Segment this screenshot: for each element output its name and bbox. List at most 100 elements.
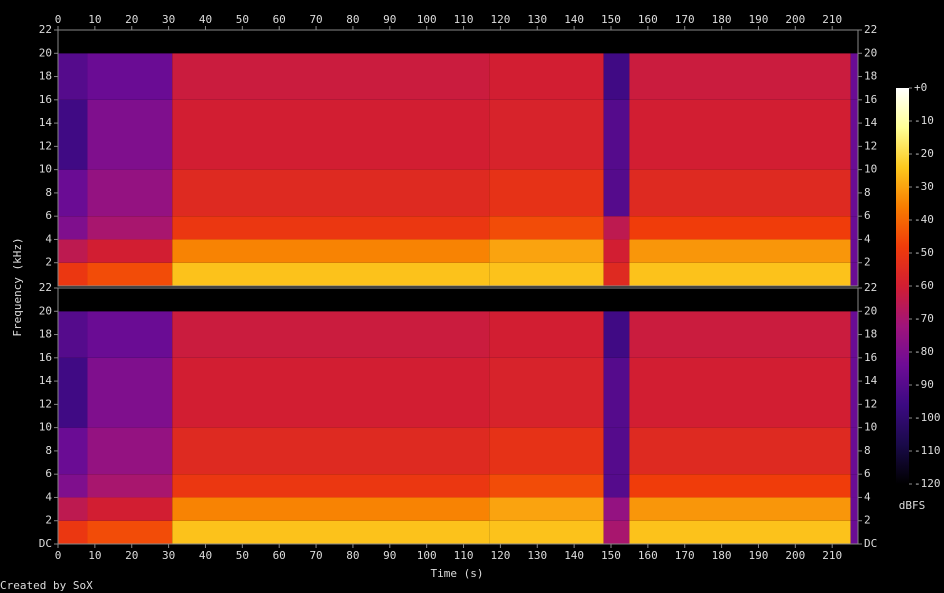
heatmap-cell — [489, 216, 604, 240]
x-axis-label: Time (s) — [431, 567, 484, 580]
y-tick-label: 18 — [864, 70, 877, 83]
heatmap-cell — [172, 357, 490, 428]
heatmap-cell — [58, 357, 88, 428]
x-tick-label: 160 — [638, 549, 658, 562]
heatmap-cell — [87, 30, 173, 54]
x-tick-label: 150 — [601, 549, 621, 562]
x-tick-label: 0 — [55, 549, 62, 562]
x-tick-label: 110 — [454, 549, 474, 562]
y-tick-label: 4 — [45, 490, 52, 503]
heatmap-cell — [172, 239, 490, 263]
heatmap-cell — [629, 497, 851, 521]
heatmap-cell — [172, 288, 490, 312]
heatmap-cell — [87, 53, 173, 100]
heatmap-cell — [172, 497, 490, 521]
y-tick-label: 4 — [864, 490, 871, 503]
heatmap-cell — [850, 474, 858, 498]
heatmap-cell — [850, 53, 858, 100]
heatmap-cell — [58, 262, 88, 286]
colorbar-tick-label: -70 — [914, 312, 934, 325]
x-tick-label: 130 — [527, 13, 547, 26]
heatmap-cell — [489, 169, 604, 217]
heatmap-cell — [87, 99, 173, 170]
y-tick-label: 10 — [39, 421, 52, 434]
y-tick-label: 10 — [864, 421, 877, 434]
y-tick-label: 14 — [39, 116, 53, 129]
heatmap-cell — [850, 216, 858, 240]
y-tick-label: 8 — [45, 186, 52, 199]
heatmap-cell — [172, 53, 490, 100]
x-tick-label: 140 — [564, 13, 584, 26]
colorbar-tick-label: -120 — [914, 477, 941, 490]
heatmap-cell — [603, 30, 630, 54]
x-tick-label: 130 — [527, 549, 547, 562]
heatmap-cell — [850, 357, 858, 428]
heatmap-cell — [489, 357, 604, 428]
heatmap-cell — [489, 99, 604, 170]
colorbar-tick-label: -80 — [914, 345, 934, 358]
colorbar-label: dBFS — [899, 499, 926, 512]
x-tick-label: 40 — [199, 549, 212, 562]
y-tick-label: 16 — [39, 93, 52, 106]
heatmap-cell — [603, 474, 630, 498]
y-tick-label: 6 — [864, 467, 871, 480]
colorbar-tick-label: -100 — [914, 411, 941, 424]
heatmap-cell — [172, 216, 490, 240]
y-tick-label: 20 — [864, 304, 877, 317]
x-tick-label: 0 — [55, 13, 62, 26]
heatmap-cell — [172, 311, 490, 358]
heatmap-cell — [629, 239, 851, 263]
y-tick-label: 14 — [864, 374, 878, 387]
heatmap-cell — [603, 99, 630, 170]
y-tick-label: 20 — [39, 46, 52, 59]
heatmap-cell — [87, 427, 173, 475]
x-tick-label: 140 — [564, 549, 584, 562]
x-tick-label: 50 — [236, 549, 249, 562]
y-tick-label: 6 — [45, 467, 52, 480]
y-tick-label: 22 — [39, 23, 52, 36]
heatmap-cell — [850, 99, 858, 170]
heatmap-cell — [629, 288, 851, 312]
x-tick-label: 90 — [383, 13, 396, 26]
heatmap-cell — [603, 53, 630, 100]
y-axis-label: Frequency (kHz) — [11, 237, 24, 336]
x-tick-label: 190 — [749, 549, 769, 562]
heatmap-cell — [58, 216, 88, 240]
y-tick-label: 4 — [864, 232, 871, 245]
heatmap-cell — [58, 474, 88, 498]
y-tick-label: 2 — [864, 514, 871, 527]
heatmap-cell — [172, 99, 490, 170]
heatmap-cell — [629, 357, 851, 428]
x-tick-label: 200 — [785, 549, 805, 562]
x-tick-label: 110 — [454, 13, 474, 26]
x-tick-label: 190 — [749, 13, 769, 26]
heatmap-cell — [87, 169, 173, 217]
heatmap-cell — [58, 311, 88, 358]
heatmap-cell — [603, 288, 630, 312]
heatmap-cell — [850, 497, 858, 521]
heatmap-cell — [629, 216, 851, 240]
x-tick-label: 210 — [822, 549, 842, 562]
x-tick-label: 150 — [601, 13, 621, 26]
x-tick-label: 180 — [712, 549, 732, 562]
heatmap-cell — [629, 427, 851, 475]
heatmap-cell — [87, 216, 173, 240]
y-tick-label: 22 — [864, 23, 877, 36]
heatmap-cell — [603, 427, 630, 475]
heatmap-cell — [87, 239, 173, 263]
x-tick-label: 30 — [162, 13, 175, 26]
heatmap-cell — [172, 427, 490, 475]
heatmap-cell — [850, 262, 858, 286]
heatmap-cell — [58, 30, 88, 54]
x-tick-label: 70 — [309, 549, 322, 562]
x-tick-label: 120 — [490, 549, 510, 562]
y-tick-label: 8 — [45, 444, 52, 457]
heatmap-cell — [850, 288, 858, 312]
x-tick-label: 80 — [346, 549, 359, 562]
heatmap-cell — [603, 497, 630, 521]
x-tick-label: 60 — [273, 13, 286, 26]
y-tick-label: 10 — [864, 163, 877, 176]
x-tick-label: 20 — [125, 549, 138, 562]
y-tick-label: 14 — [864, 116, 878, 129]
